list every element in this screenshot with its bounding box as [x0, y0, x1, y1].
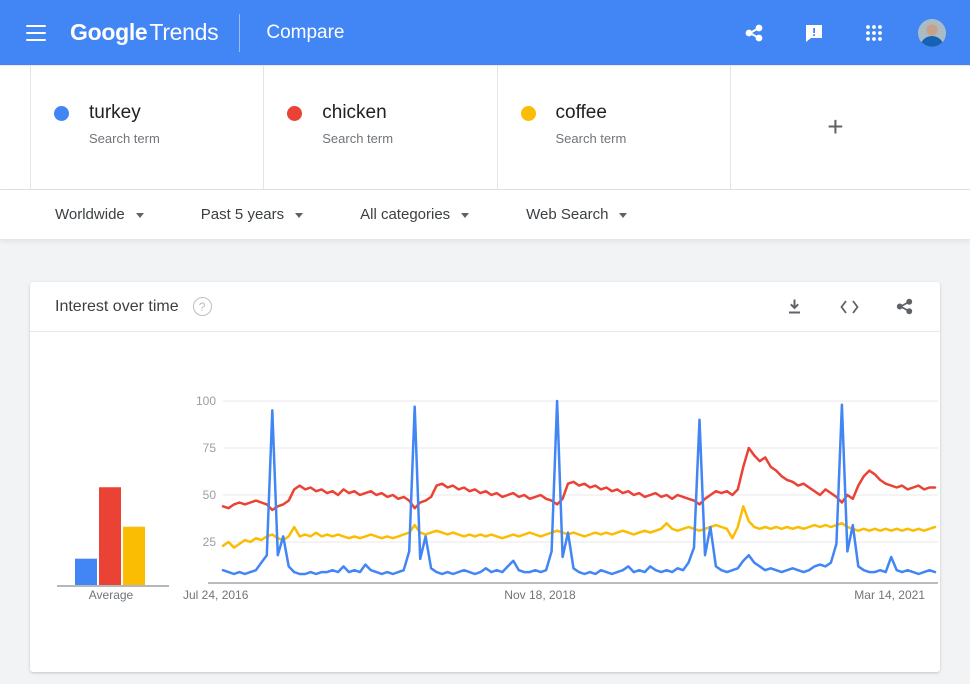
svg-text:100: 100 — [196, 394, 216, 408]
add-term-card[interactable]: + — [729, 65, 940, 189]
svg-text:Mar 14, 2021: Mar 14, 2021 — [854, 588, 925, 602]
logo-trends-text: Trends — [149, 19, 219, 45]
svg-text:25: 25 — [203, 535, 217, 549]
logo-google-text: Google — [70, 19, 148, 45]
chevron-down-icon — [619, 213, 628, 218]
page-title: Compare — [266, 21, 345, 43]
term-sublabel: Search term — [555, 131, 627, 146]
term-label: coffee — [555, 102, 607, 123]
interest-over-time-panel: Interest over time ? 100 75 50 25 Jul 24, 20… — [30, 282, 940, 672]
svg-text:75: 75 — [203, 441, 217, 455]
panel-header: Interest over time ? — [30, 282, 940, 332]
term-label: chicken — [322, 102, 387, 123]
menu-icon[interactable] — [14, 11, 58, 55]
term-sublabel: Search term — [89, 131, 160, 146]
top-bar: GoogleTrends Compare — [0, 0, 970, 65]
filter-search-type[interactable]: Web Search — [526, 206, 628, 223]
download-icon[interactable] — [778, 291, 810, 323]
compare-terms-row: turkey Search term chicken Search term c… — [0, 65, 970, 190]
google-trends-logo[interactable]: GoogleTrends — [70, 19, 219, 46]
filter-region-label: Worldwide — [55, 206, 125, 223]
term-card-turkey[interactable]: turkey Search term — [30, 65, 263, 189]
filter-category-label: All categories — [360, 206, 451, 223]
filter-category[interactable]: All categories — [360, 206, 470, 223]
chevron-down-icon — [135, 213, 144, 218]
header-divider — [239, 13, 241, 52]
interest-over-time-chart: 100 75 50 25 Jul 24, 2016 Nov 18, 2018 Mar 14,… — [57, 394, 938, 602]
term-sublabel: Search term — [322, 131, 394, 146]
filter-time-label: Past 5 years — [200, 206, 285, 223]
share-icon[interactable] — [738, 17, 770, 49]
apps-grid-icon[interactable] — [858, 17, 890, 49]
plus-icon: + — [827, 111, 844, 142]
share-icon[interactable] — [888, 291, 920, 323]
term-card-chicken[interactable]: chicken Search term — [263, 65, 496, 189]
feedback-icon[interactable] — [798, 17, 830, 49]
svg-text:Jul 24, 2016: Jul 24, 2016 — [183, 588, 249, 602]
term-card-coffee[interactable]: coffee Search term — [496, 65, 730, 189]
panel-title: Interest over time — [55, 297, 179, 315]
svg-text:50: 50 — [203, 488, 217, 502]
coffee-dot-icon — [520, 105, 536, 121]
filter-region[interactable]: Worldwide — [55, 206, 144, 223]
svg-text:Nov 18, 2018: Nov 18, 2018 — [504, 588, 576, 602]
filters-bar: Worldwide Past 5 years All categories We… — [0, 190, 970, 240]
chevron-down-icon — [461, 213, 470, 218]
filter-search-type-label: Web Search — [526, 206, 609, 223]
term-label: turkey — [89, 102, 141, 123]
embed-icon[interactable] — [833, 291, 865, 323]
chicken-dot-icon — [287, 105, 303, 121]
help-icon[interactable]: ? — [192, 297, 212, 316]
turkey-dot-icon — [54, 105, 69, 121]
panel-actions — [778, 291, 920, 323]
filter-time-range[interactable]: Past 5 years — [200, 206, 304, 223]
chevron-down-icon — [295, 213, 304, 218]
svg-text:Average: Average — [89, 588, 134, 602]
avatar[interactable] — [918, 18, 946, 47]
header-actions — [738, 17, 970, 49]
